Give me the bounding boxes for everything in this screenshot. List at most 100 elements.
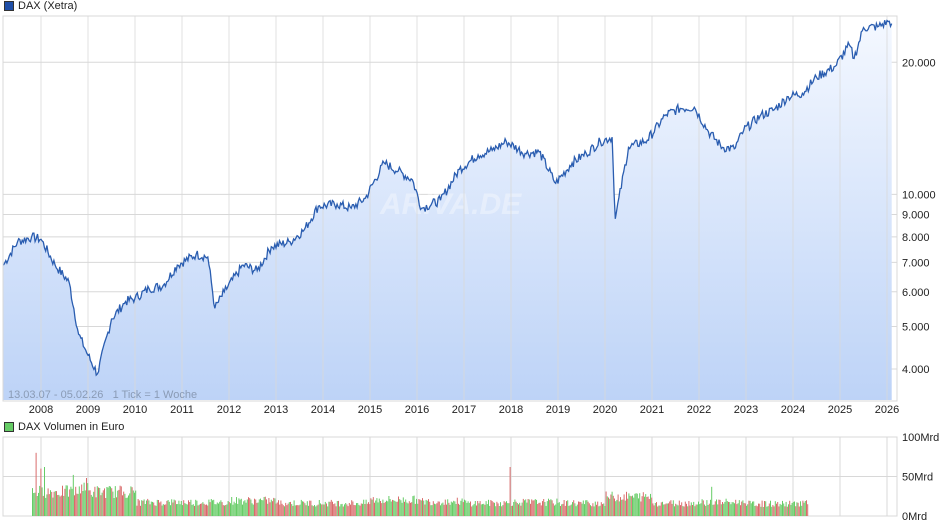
volume-bar [302,501,303,516]
volume-bar [41,487,43,516]
volume-bar [312,506,314,516]
volume-bar [692,505,693,516]
volume-bars[interactable] [32,452,809,516]
volume-bar [687,506,689,516]
volume-bar [300,499,302,516]
volume-bar [177,504,179,516]
volume-bar [516,503,518,516]
volume-bar [44,467,45,516]
volume-bar [214,504,216,516]
volume-bar [539,502,541,516]
volume-bar [790,504,792,516]
volume-bar [326,503,327,516]
volume-bar [232,504,234,516]
price-line[interactable] [2,19,893,377]
volume-bar [401,502,403,516]
volume-bar [196,500,198,516]
volume-bar [167,500,169,516]
volume-bar [47,488,49,516]
volume-bar [785,501,787,516]
volume-bar [60,495,62,516]
volume-bar [646,497,648,516]
volume-bar [725,498,727,516]
volume-bar [110,486,111,516]
x-tick-label: 2009 [76,404,100,416]
volume-bar [740,505,741,516]
volume-bar [458,503,459,516]
volume-bar [334,503,336,516]
volume-bar [124,493,126,516]
volume-bar [228,502,230,516]
volume-bar [736,504,738,516]
volume-bar [717,504,719,516]
volume-bar [57,495,59,516]
volume-bar [509,467,511,516]
volume-bar [389,499,391,516]
y-tick-label: 7.000 [902,257,930,269]
price-vertical-grid [40,16,888,400]
volume-bar [106,487,108,516]
volume-bar [527,499,529,516]
volume-bar [546,501,548,516]
volume-bar [530,503,531,516]
volume-bar [728,501,729,516]
volume-bar [502,505,504,516]
volume-bar [316,505,318,516]
volume-bar [618,501,620,516]
x-tick-label: 2011 [170,404,194,416]
volume-bar [62,485,63,516]
volume-bar [738,500,740,516]
volume-bar [395,501,397,516]
volume-bar [77,493,79,516]
volume-bar [82,491,84,516]
volume-bar [447,499,449,516]
volume-bar [431,505,433,516]
volume-bar [386,500,387,516]
volume-bar [651,497,653,516]
volume-bar [759,503,761,516]
volume-bar [399,499,401,516]
volume-bar [488,499,489,516]
volume-bar [46,494,48,516]
volume-bar [708,503,710,516]
volume-bar [519,502,521,516]
volume-bar [276,502,278,516]
volume-bar [479,501,481,516]
x-tick-label: 2012 [217,404,241,416]
volume-bar [56,491,57,516]
volume-bar [492,502,494,516]
volume-bar [254,498,255,516]
volume-bar [665,503,667,516]
volume-bar [272,501,273,516]
volume-bar [242,504,243,516]
volume-bar [650,493,651,516]
volume-bar [182,505,183,516]
volume-bar [683,506,685,516]
volume-bar [714,501,716,516]
volume-bar [786,506,788,516]
volume-bar [356,503,357,516]
x-tick-label: 2022 [687,404,711,416]
volume-bar [486,504,488,516]
volume-bar [365,499,367,516]
volume-bar [68,496,69,516]
volume-bar [95,497,97,516]
volume-bar [450,501,452,516]
volume-bar [796,502,798,516]
volume-bar [677,505,679,516]
volume-bar [424,504,426,516]
volume-bar [333,504,335,516]
volume-bar [279,504,281,516]
volume-bar [138,500,140,516]
volume-bar [206,504,207,516]
volume-bar [311,505,313,516]
y-tick-label: 8.000 [902,232,930,244]
volume-bar [525,499,527,516]
volume-bar [335,506,337,516]
volume-bar [42,495,44,516]
volume-bar [734,503,735,516]
volume-bar [537,504,539,516]
volume-bar [752,501,753,516]
volume-bar [387,501,389,516]
